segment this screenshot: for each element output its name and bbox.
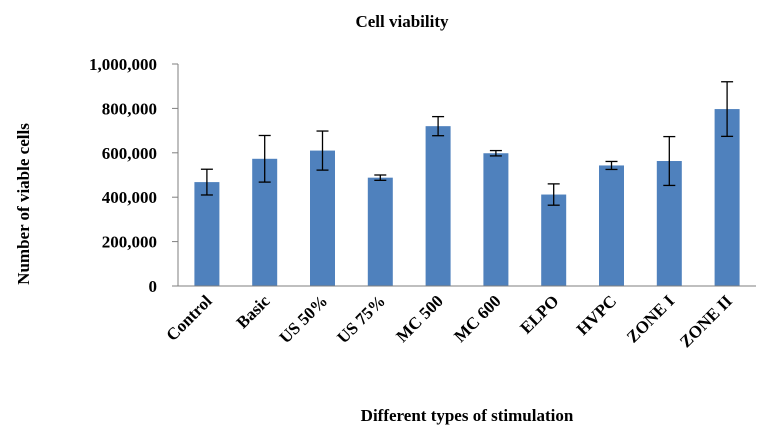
y-axis: 0 200,000 400,000 600,000 800,000 1,000,000 (89, 55, 179, 296)
x-tick-label: Basic (233, 291, 274, 332)
x-tick-label: US 50% (275, 291, 331, 347)
bars (194, 81, 740, 286)
x-tick-label: ZONE I (623, 291, 678, 346)
y-tick-label: 0 (149, 277, 158, 296)
bar (599, 165, 624, 286)
x-tick-label: Control (162, 291, 215, 344)
y-tick-label: 800,000 (102, 99, 157, 118)
bar (194, 182, 220, 286)
bar (310, 150, 335, 286)
x-tick-label: MC 500 (392, 291, 447, 346)
x-tick-label: MC 600 (450, 291, 505, 346)
x-axis: Control Basic US 50% US 75% MC 500 MC 600 ELPO… (162, 285, 756, 351)
y-tick-label: 1,000,000 (89, 55, 157, 74)
y-tick-label: 600,000 (102, 144, 157, 163)
chart-title: Cell viability (355, 12, 449, 31)
y-axis-label: Number of viable cells (14, 123, 33, 285)
y-tick-label: 200,000 (102, 233, 157, 252)
x-tick-label: ZONE II (676, 291, 736, 351)
bar (483, 153, 509, 286)
x-tick-label: HVPC (573, 291, 620, 338)
x-tick-label: US 75% (333, 291, 389, 347)
x-axis-label: Different types of stimulation (361, 406, 574, 425)
bar (541, 194, 567, 286)
bar (714, 109, 740, 286)
bar (367, 177, 393, 286)
bar (425, 126, 451, 286)
x-tick-label: ELPO (516, 291, 562, 337)
y-tick-label: 400,000 (102, 188, 157, 207)
